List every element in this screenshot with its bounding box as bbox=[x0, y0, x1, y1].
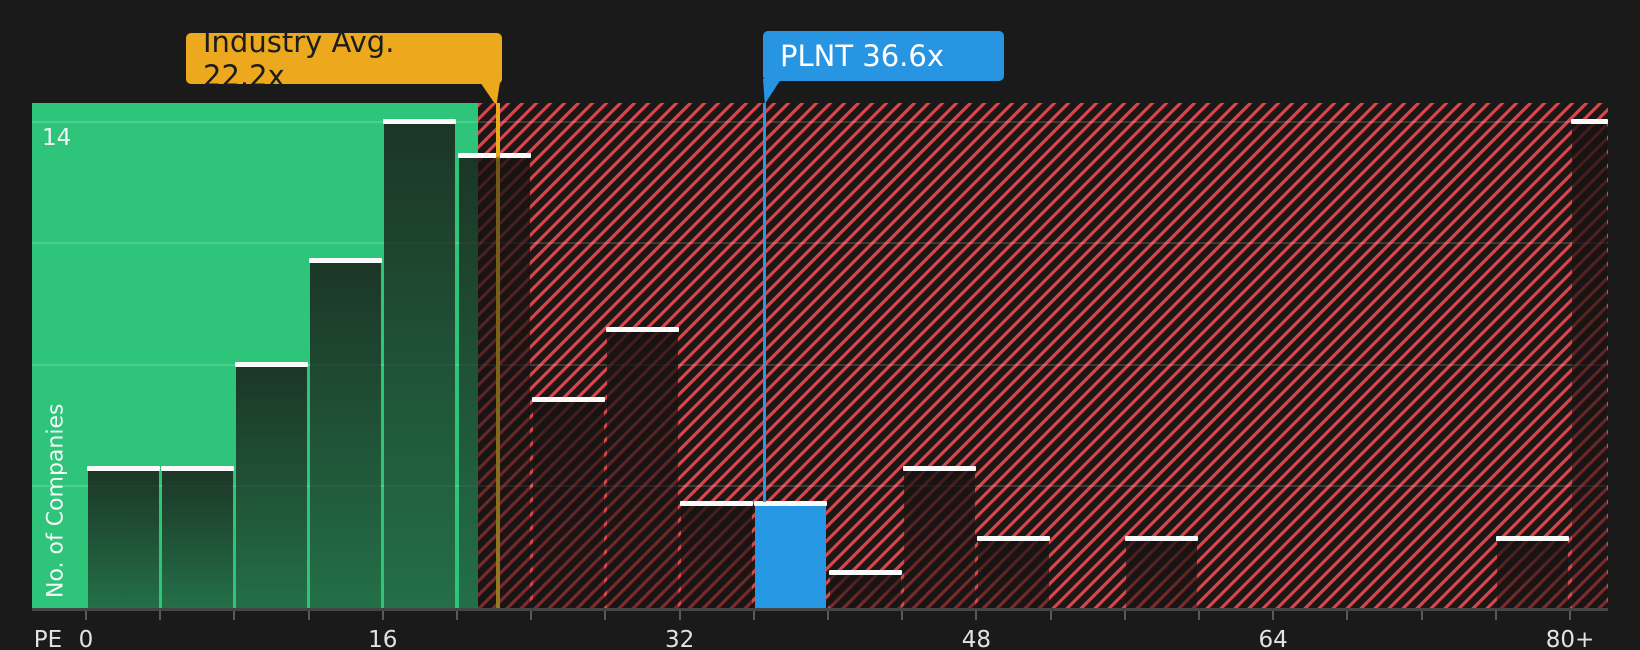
histogram-bar[interactable] bbox=[309, 257, 383, 608]
bar-top-marker bbox=[976, 535, 1051, 541]
x-tick-label-layer: 0 16 32 48 64 80+ bbox=[0, 627, 1640, 650]
bar-top-marker bbox=[457, 153, 531, 159]
x-tick bbox=[1494, 611, 1497, 620]
x-tick bbox=[1198, 611, 1200, 620]
bar-top-marker bbox=[86, 466, 160, 471]
x-tick bbox=[233, 611, 236, 620]
histogram-bar[interactable] bbox=[828, 570, 902, 608]
histogram-bar[interactable] bbox=[1496, 535, 1570, 608]
x-tick bbox=[1123, 611, 1126, 620]
histogram-bar[interactable] bbox=[1125, 535, 1199, 608]
x-tick-label: 0 bbox=[78, 627, 94, 650]
x-tick bbox=[530, 611, 533, 620]
bar-top-marker bbox=[754, 500, 828, 506]
histogram-bar[interactable] bbox=[383, 118, 457, 608]
x-tick-layer bbox=[32, 611, 1608, 621]
x-tick-label: 16 bbox=[368, 627, 398, 650]
x-axis-title: PE bbox=[33, 627, 63, 650]
x-tick bbox=[1049, 611, 1052, 620]
industry-avg-callout: Industry Avg. 22.2x bbox=[186, 25, 502, 93]
bar-top-marker bbox=[383, 118, 457, 124]
x-tick bbox=[678, 611, 681, 620]
bar-top-marker bbox=[1496, 535, 1570, 541]
histogram-bar[interactable] bbox=[680, 500, 754, 608]
bar-top-marker bbox=[828, 570, 902, 576]
x-tick-label: 80+ bbox=[1545, 627, 1595, 650]
bar-top-marker bbox=[902, 466, 976, 471]
x-tick bbox=[85, 611, 87, 620]
bar-top-marker bbox=[605, 327, 680, 332]
bar-top-marker bbox=[680, 500, 754, 506]
gridline bbox=[32, 242, 1608, 245]
gridline bbox=[32, 120, 1608, 123]
histogram-bar[interactable] bbox=[531, 396, 605, 608]
bar-top-marker bbox=[531, 396, 605, 402]
plot-area: 14 No. of Companies bbox=[32, 103, 1608, 608]
x-tick-label: 32 bbox=[664, 627, 695, 650]
x-tick bbox=[604, 611, 607, 620]
bar-top-marker bbox=[1125, 535, 1199, 541]
x-tick bbox=[1569, 611, 1571, 620]
x-tick-label: 48 bbox=[961, 627, 992, 650]
x-tick bbox=[752, 611, 755, 620]
x-tick bbox=[381, 611, 384, 620]
bar-top-marker bbox=[1570, 118, 1608, 124]
x-tick bbox=[901, 611, 904, 620]
x-tick bbox=[307, 611, 310, 620]
y-max-label: 14 bbox=[42, 125, 72, 151]
y-axis-title: No. of Companies bbox=[43, 403, 69, 598]
histogram-bar[interactable] bbox=[160, 466, 234, 608]
histogram-bar[interactable] bbox=[86, 466, 160, 608]
plnt-callout-label: PLNT 36.6x bbox=[780, 39, 945, 73]
bar-top-marker bbox=[309, 257, 383, 263]
x-tick bbox=[1420, 611, 1423, 620]
histogram-bar[interactable] bbox=[1570, 118, 1608, 608]
gridline bbox=[32, 485, 1608, 488]
x-tick-label: 64 bbox=[1258, 627, 1288, 650]
histogram-bar[interactable] bbox=[902, 466, 976, 608]
gridline bbox=[32, 363, 1608, 366]
x-axis-line bbox=[32, 608, 1608, 611]
x-tick bbox=[1272, 611, 1275, 620]
industry-avg-line bbox=[495, 103, 500, 608]
x-tick bbox=[456, 611, 458, 620]
histogram-bar[interactable] bbox=[976, 535, 1051, 608]
x-tick bbox=[1346, 611, 1349, 620]
histogram-bar[interactable] bbox=[457, 153, 531, 608]
plnt-line bbox=[763, 103, 767, 502]
plnt-callout-tail bbox=[763, 79, 781, 104]
histogram-bar[interactable] bbox=[605, 327, 680, 608]
x-tick bbox=[827, 611, 829, 620]
industry-avg-callout-label: Industry Avg. 22.2x bbox=[203, 24, 395, 93]
bar-top-marker bbox=[234, 361, 309, 367]
bar-plnt-bin[interactable] bbox=[754, 500, 828, 608]
plnt-callout: PLNT 36.6x bbox=[763, 31, 1004, 81]
bar-top-marker bbox=[160, 466, 234, 471]
x-tick bbox=[159, 611, 162, 620]
x-tick bbox=[975, 611, 978, 620]
histogram-bar[interactable] bbox=[234, 361, 309, 608]
